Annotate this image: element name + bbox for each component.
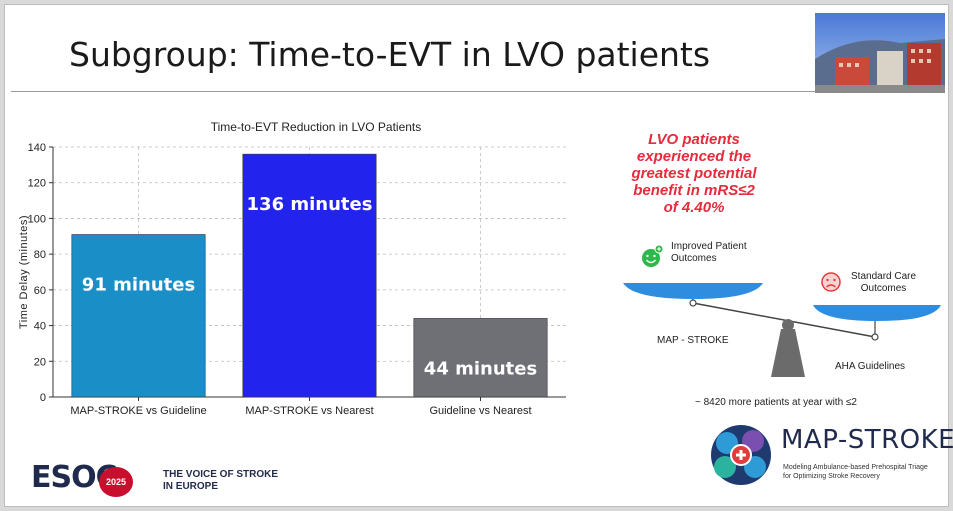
page-title: Subgroup: Time-to-EVT in LVO patients (69, 35, 711, 74)
label-line: Improved Patient (671, 241, 747, 252)
subtitle-line: Modeling Ambulance-based Prehospital Tri… (783, 464, 928, 471)
x-tick-label: Guideline vs Nearest (429, 405, 531, 417)
subtitle-line: for Optimizing Stroke Recovery (783, 473, 880, 480)
left-pan (623, 283, 763, 299)
bar (71, 234, 206, 398)
callout-line: greatest potential (631, 165, 757, 182)
bar-data-label: 91 minutes (82, 275, 195, 296)
improved-outcomes-label: Improved Patient Outcomes (671, 241, 747, 265)
y-tick-label: 80 (34, 249, 46, 261)
scale-beam (692, 302, 876, 338)
aha-pan-label: AHA Guidelines (835, 361, 906, 372)
callout-line: experienced the (636, 148, 752, 165)
callout-line: benefit in mRS≤2 (633, 182, 755, 199)
bar (242, 153, 377, 398)
y-tick-label: 20 (34, 356, 46, 368)
label-line: Standard Care (851, 271, 917, 282)
sad-face-icon (821, 272, 841, 292)
label-line: Outcomes (860, 283, 907, 294)
tagline-line: THE VOICE OF STROKE (163, 469, 279, 480)
x-tick-label: MAP-STROKE vs Nearest (245, 405, 373, 417)
balance-scale (623, 244, 941, 377)
y-tick-label: 100 (28, 213, 46, 225)
esoc-tagline: THE VOICE OF STROKE IN EUROPE (163, 469, 278, 493)
map-stroke-pan-label: MAP - STROKE (657, 335, 729, 346)
bar-chart: Time-to-EVT Reduction in LVO Patients Ti… (18, 120, 566, 417)
labels: 91 minutes MAP-STROKE vs Guideline 136 min… (70, 194, 537, 417)
standard-outcomes-label: Standard Care Outcomes (851, 271, 916, 295)
bar-data-label: 44 minutes (424, 358, 537, 379)
chart-title: Time-to-EVT Reduction in LVO Patients (211, 120, 422, 134)
callout: LVO patients experienced the greatest po… (619, 131, 769, 216)
building-photo (815, 13, 945, 93)
y-tick-label: 60 (34, 285, 46, 297)
y-tick-label: 0 (40, 392, 46, 404)
esoc-year-badge: 2025 (99, 467, 133, 497)
y-tick-label: 40 (34, 321, 46, 333)
y-tick-label: 140 (28, 142, 46, 154)
title-divider (11, 91, 941, 92)
tagline-line: IN EUROPE (163, 481, 219, 492)
brand-subtitle: Modeling Ambulance-based Prehospital Tri… (783, 463, 928, 481)
bar-data-label: 136 minutes (247, 194, 373, 215)
bar (413, 318, 548, 398)
x-tick-label: MAP-STROKE vs Guideline (70, 405, 206, 417)
y-axis-label: Time Delay (minutes) (18, 215, 30, 329)
slide: Subgroup: Time-to-EVT in LVO patients Ti… (4, 4, 953, 507)
scale-fulcrum (771, 329, 805, 377)
patients-footnote: ~ 8420 more patients at year with ≤2 (695, 397, 857, 408)
brain-logo-icon (711, 425, 771, 485)
bars (71, 153, 548, 398)
callout-line: of 4.40% (619, 199, 769, 216)
happy-face-icon (642, 244, 664, 267)
y-tick-label: 120 (28, 178, 46, 190)
callout-prefix: of (663, 199, 682, 216)
right-pan (813, 305, 941, 321)
callout-line: LVO patients (648, 131, 740, 148)
callout-value: 4.40% (681, 199, 725, 216)
brand-name: MAP-STROKE (781, 425, 953, 455)
label-line: Outcomes (671, 253, 717, 264)
